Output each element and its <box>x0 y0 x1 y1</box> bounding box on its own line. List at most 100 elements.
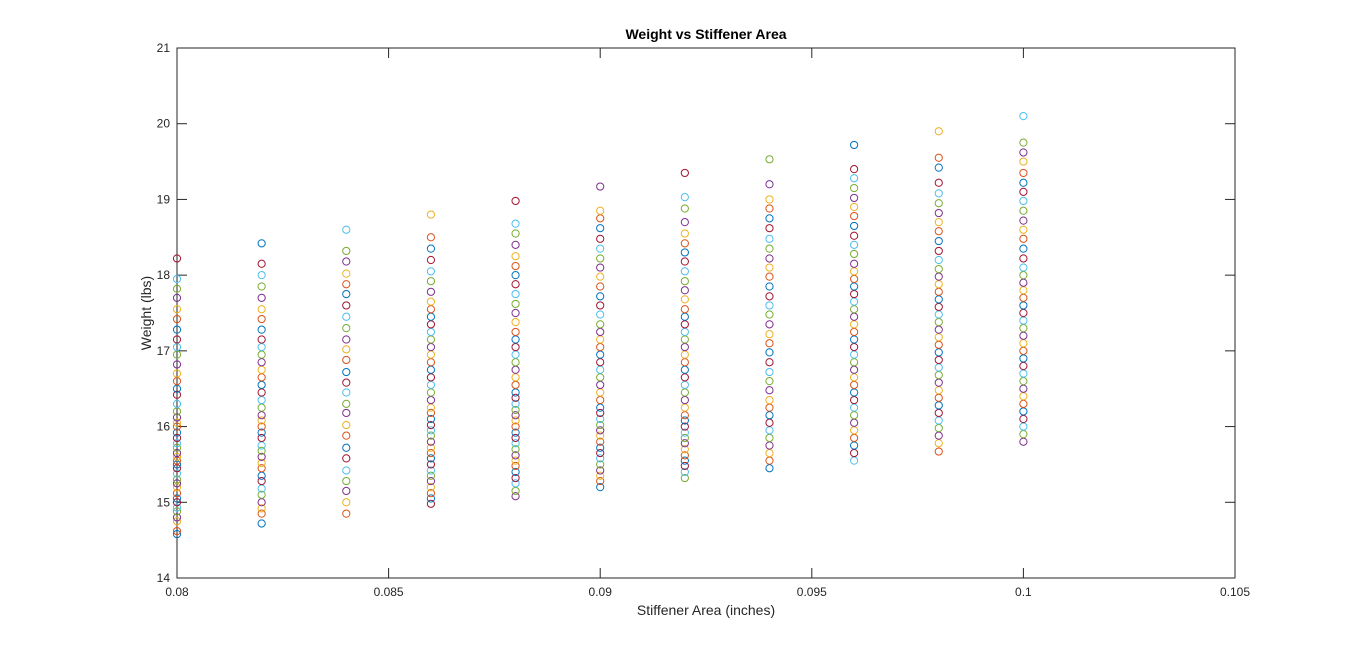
data-point <box>765 204 774 213</box>
data-point <box>765 320 774 329</box>
data-point <box>172 443 182 452</box>
data-point <box>765 234 774 243</box>
data-point <box>257 476 266 486</box>
data-point <box>342 454 351 463</box>
data-point <box>342 431 351 440</box>
x-tick-label: 0.095 <box>797 585 827 599</box>
data-point <box>1019 112 1028 121</box>
data-point <box>934 236 943 246</box>
data-point <box>257 433 266 443</box>
data-point <box>426 460 436 469</box>
data-point <box>342 269 351 278</box>
data-point <box>680 451 689 460</box>
data-point <box>765 244 774 253</box>
data-point <box>426 267 436 276</box>
data-point <box>342 476 351 486</box>
data-point <box>172 325 182 334</box>
data-point <box>680 422 689 431</box>
data-point <box>765 214 774 223</box>
data-point <box>680 286 689 295</box>
data-point <box>765 254 774 263</box>
data-point <box>1019 187 1028 196</box>
data-point <box>426 244 436 253</box>
data-point <box>172 314 182 324</box>
data-point <box>172 335 182 344</box>
data-point <box>765 301 774 310</box>
data-point <box>680 433 689 443</box>
data-point <box>426 210 436 219</box>
data-point <box>426 483 436 492</box>
data-point <box>426 499 436 508</box>
data-point <box>342 257 351 266</box>
data-point <box>426 476 436 486</box>
data-point <box>680 277 689 286</box>
data-point <box>342 355 351 365</box>
data-point <box>596 244 605 253</box>
data-point <box>257 490 266 499</box>
data-point <box>257 314 266 324</box>
data-point <box>680 248 689 257</box>
data-point <box>596 443 605 452</box>
data-point <box>342 388 351 397</box>
data-point <box>172 360 182 369</box>
plot-area <box>176 47 1236 579</box>
data-point <box>934 246 943 256</box>
data-point <box>511 467 520 477</box>
data-point <box>850 231 859 240</box>
y-tick-label: 19 <box>157 192 171 206</box>
data-point <box>172 475 182 484</box>
data-point <box>680 204 689 213</box>
data-point <box>680 193 689 202</box>
data-point <box>511 289 520 299</box>
data-point <box>1019 206 1028 215</box>
data-point <box>426 489 436 498</box>
x-tick-label: 0.085 <box>374 585 404 599</box>
data-point <box>257 504 266 513</box>
data-point <box>426 466 436 475</box>
data-point <box>511 479 520 488</box>
data-point <box>426 431 436 440</box>
data-point <box>257 293 266 302</box>
y-tick-label: 17 <box>157 344 171 358</box>
data-point <box>172 422 182 431</box>
data-point <box>1019 216 1028 225</box>
data-point <box>1019 148 1028 157</box>
data-point <box>511 456 520 465</box>
data-point <box>1019 178 1028 187</box>
data-point <box>172 489 182 498</box>
data-point <box>172 428 182 437</box>
data-point <box>680 439 689 448</box>
data-point <box>342 312 351 321</box>
data-point <box>934 255 943 265</box>
data-point <box>596 206 605 215</box>
data-point <box>765 348 774 357</box>
data-point <box>765 263 774 272</box>
data-point <box>342 408 351 418</box>
data-point <box>257 416 266 425</box>
data-point <box>850 221 859 231</box>
data-point <box>596 234 605 243</box>
data-point <box>680 267 689 276</box>
data-point <box>596 263 605 272</box>
data-point <box>511 299 520 309</box>
data-point <box>934 227 943 236</box>
x-tick-label: 0.09 <box>589 585 613 599</box>
data-point <box>511 428 520 437</box>
data-point <box>426 233 436 242</box>
data-point <box>850 193 859 203</box>
data-point <box>596 224 605 233</box>
data-point <box>342 498 351 507</box>
data-point <box>257 509 266 518</box>
data-point <box>934 264 943 274</box>
data-point <box>172 369 182 378</box>
data-point <box>765 180 774 189</box>
data-point <box>680 445 689 454</box>
data-point <box>680 461 689 471</box>
data-point <box>850 249 859 259</box>
data-point <box>765 224 774 233</box>
data-point <box>172 517 182 526</box>
data-point <box>934 153 943 162</box>
y-axis-label: Weight (lbs) <box>138 276 154 350</box>
